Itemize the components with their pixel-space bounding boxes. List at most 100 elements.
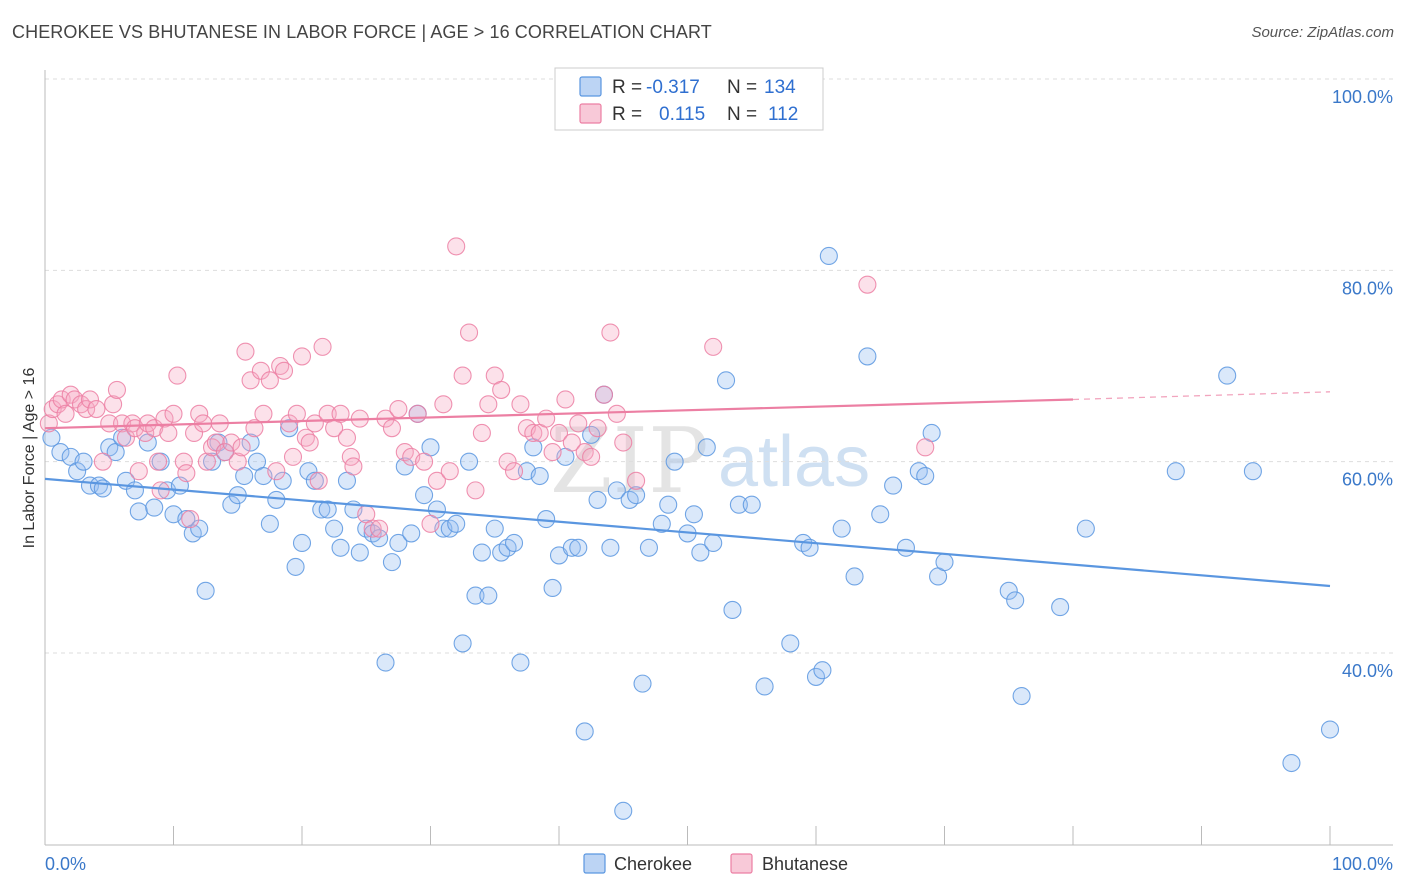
legend-r-label-cherokee: R = [612,77,642,98]
cherokee-point [196,581,215,600]
cherokee-point [222,495,241,514]
cherokee-point [723,600,742,620]
bhutanese-point [389,399,408,419]
bhutanese-point [309,471,328,490]
cherokee-point [280,419,299,438]
legend-swatch-bhutanese [579,103,602,124]
bhutanese-trendline-extension [1072,391,1331,401]
bhutanese-point [292,347,312,366]
cherokee-point [543,578,562,597]
cherokee-point [582,425,601,444]
cherokee-point [129,502,148,521]
cherokee-point [472,543,491,562]
bottom-legend-swatch-cherokee [583,853,606,874]
legend-n-label-bhutanese: N = [727,104,757,125]
bhutanese-point [492,380,511,399]
bhutanese-point [408,404,427,423]
legend-r-value-cherokee: -0.317 [646,77,700,98]
bhutanese-point [260,371,279,390]
cherokee-point [479,586,498,605]
y-tick-labels: 40.0% 60.0% 80.0% 100.0% [1332,87,1393,681]
cherokee-point [203,452,222,471]
cherokee-point [51,443,70,462]
cherokee-point [916,466,935,486]
legend-r-value-bhutanese: 0.115 [659,104,705,125]
bhutanese-point [382,419,402,438]
y-tick-label-40: 40.0% [1342,661,1393,681]
bottom-legend-swatch-bhutanese [730,853,753,874]
bhutanese-point [267,462,286,481]
bhutanese-point [274,361,294,380]
cherokee-point [389,533,408,553]
bhutanese-point [80,390,100,409]
bhutanese-point [174,452,193,471]
legend-n-label-cherokee: N = [727,77,757,98]
cherokee-point [716,371,736,390]
gridlines [45,78,1393,654]
bhutanese-point [56,404,75,423]
x-axis-ticks [173,826,1331,845]
cherokee-point [659,495,678,514]
cherokee-point [260,514,279,533]
cherokee-point [1006,591,1025,610]
cherokee-point [633,674,652,693]
bhutanese-point [704,337,723,356]
bhutanese-point [123,414,142,433]
cherokee-point [325,519,344,538]
cherokee-point [665,452,684,471]
y-tick-label-60: 60.0% [1342,470,1393,490]
bhutanese-point [331,404,350,423]
legend-swatch-cherokee [579,76,602,97]
cherokee-point [1282,753,1301,773]
cherokee-point [755,677,774,696]
cherokee-trendline [44,477,1331,588]
bhutanese-point [52,390,71,409]
legend-r-label-bhutanese: R = [612,104,642,125]
cherokee-point [415,486,434,505]
cherokee-point [569,538,588,557]
cherokee-point [1243,462,1262,481]
cherokee-point [42,428,61,447]
cherokee-point [999,581,1018,600]
cherokee-point [884,476,903,495]
bhutanese-point [107,380,127,399]
bhutanese-point [524,423,543,443]
cherokee-point [935,553,954,572]
bhutanese-point [472,423,491,443]
bhutanese-point [254,404,273,423]
cherokee-point [832,519,851,538]
source-credit: Source: ZipAtlas.com [1251,24,1394,41]
cherokee-point [453,634,472,653]
bottom-legend-label-bhutanese: Bhutanese [762,854,848,874]
bhutanese-point [344,457,363,476]
bhutanese-point [459,323,479,342]
cherokee-point [1076,519,1095,538]
cherokee-point [871,505,890,524]
cherokee-point [466,586,485,605]
bhutanese-trendline [44,398,1074,430]
bhutanese-point [87,399,106,419]
cherokee-point [286,557,305,576]
cherokee-point [395,457,414,476]
bhutanese-point [168,366,187,385]
bhutanese-point [245,419,264,438]
bhutanese-point [582,447,601,466]
bhutanese-point [236,342,255,361]
cherokee-point [704,533,723,553]
cherokee-point [1218,366,1237,385]
cherokee-point [781,634,800,653]
bhutanese-point [129,462,148,481]
cherokee-point [459,452,479,471]
trendlines [44,391,1331,588]
cherokee-point [318,500,337,519]
bhutanese-point [479,395,498,414]
bhutanese-point [159,423,178,443]
cherokee-point [504,533,524,553]
cherokee-point [273,471,292,490]
cherokee-point [588,490,607,509]
chart-title: CHEROKEE VS BHUTANESE IN LABOR FORCE | A… [12,22,712,42]
bhutanese-point [588,419,607,438]
cherokee-point [331,538,350,557]
bhutanese-point [283,447,303,466]
